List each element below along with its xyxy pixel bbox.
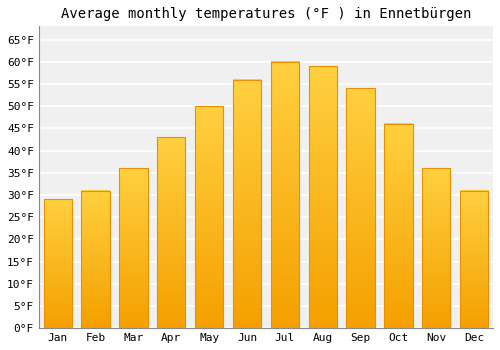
Title: Average monthly temperatures (°F ) in Ennetbürgen: Average monthly temperatures (°F ) in En… [60, 7, 471, 21]
Bar [233, 79, 261, 328]
Bar [195, 106, 224, 328]
Bar [346, 89, 375, 328]
Bar [44, 199, 72, 328]
Bar [422, 168, 450, 328]
Bar [460, 190, 488, 328]
Bar [308, 66, 337, 328]
Bar [270, 62, 299, 328]
Bar [157, 137, 186, 328]
Bar [82, 190, 110, 328]
Bar [384, 124, 412, 328]
Bar [119, 168, 148, 328]
